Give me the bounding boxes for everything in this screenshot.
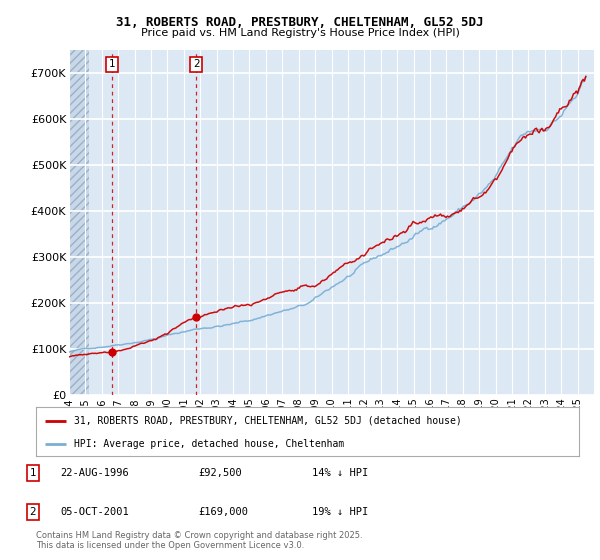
Text: 31, ROBERTS ROAD, PRESTBURY, CHELTENHAM, GL52 5DJ (detached house): 31, ROBERTS ROAD, PRESTBURY, CHELTENHAM,…: [74, 416, 462, 426]
Text: 1: 1: [109, 59, 116, 69]
Text: £169,000: £169,000: [198, 507, 248, 517]
Text: 1: 1: [29, 468, 37, 478]
Text: Price paid vs. HM Land Registry's House Price Index (HPI): Price paid vs. HM Land Registry's House …: [140, 28, 460, 38]
Bar: [69, 50, 89, 395]
Text: 05-OCT-2001: 05-OCT-2001: [60, 507, 129, 517]
Text: 14% ↓ HPI: 14% ↓ HPI: [312, 468, 368, 478]
Text: HPI: Average price, detached house, Cheltenham: HPI: Average price, detached house, Chel…: [74, 439, 344, 449]
Text: 19% ↓ HPI: 19% ↓ HPI: [312, 507, 368, 517]
Text: 22-AUG-1996: 22-AUG-1996: [60, 468, 129, 478]
Text: 2: 2: [29, 507, 37, 517]
Bar: [69, 50, 89, 395]
Text: 31, ROBERTS ROAD, PRESTBURY, CHELTENHAM, GL52 5DJ: 31, ROBERTS ROAD, PRESTBURY, CHELTENHAM,…: [116, 16, 484, 29]
Text: £92,500: £92,500: [198, 468, 242, 478]
Text: 2: 2: [193, 59, 200, 69]
Text: Contains HM Land Registry data © Crown copyright and database right 2025.
This d: Contains HM Land Registry data © Crown c…: [36, 530, 362, 550]
